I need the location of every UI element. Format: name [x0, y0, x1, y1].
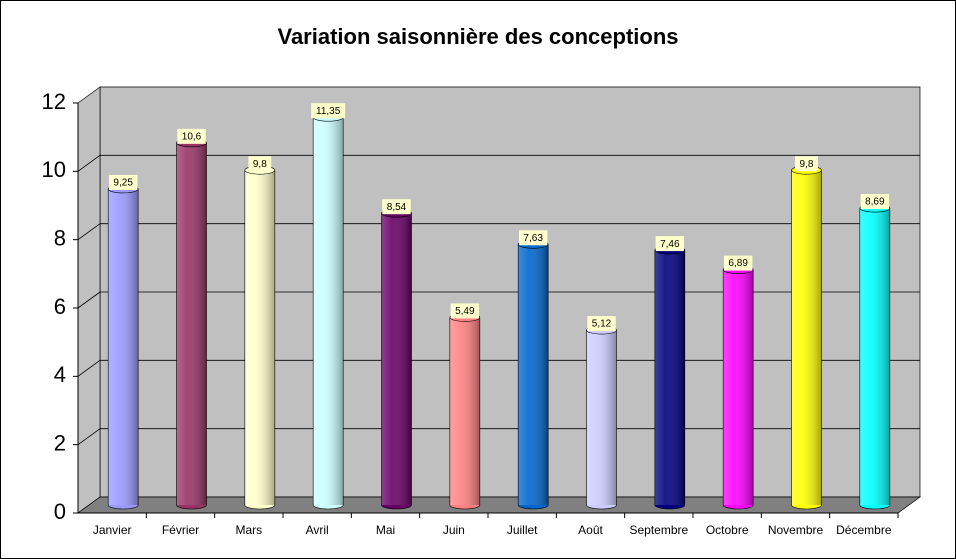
- data-label: 5,49: [455, 306, 475, 317]
- data-label: 9,8: [253, 159, 267, 170]
- y-tick-label: 4: [54, 362, 66, 387]
- grid-line: [77, 223, 101, 240]
- data-label-box: [382, 199, 411, 215]
- y-tick-label: 6: [54, 294, 66, 319]
- data-label: 9,8: [800, 159, 814, 170]
- bar-shade: [176, 142, 207, 506]
- data-label: 8,54: [387, 202, 407, 213]
- data-label-box: [655, 236, 685, 252]
- x-tick-label: Avril: [306, 523, 329, 537]
- data-label: 7,46: [660, 239, 680, 250]
- bar-shade: [654, 250, 685, 505]
- x-tick-label: Mai: [376, 523, 395, 537]
- y-tick-label: 2: [54, 430, 66, 455]
- plot: 0 2 4 6 8 10 12 Janvier 9,25 Février 10,6 Mars 9,8 Av…: [42, 89, 920, 537]
- y-tick-label: 10: [42, 157, 66, 182]
- data-label-box: [108, 174, 138, 190]
- data-label-box: [860, 194, 890, 210]
- bar-shade: [791, 170, 822, 505]
- grid-line: [77, 428, 101, 445]
- y-tick-label: 12: [42, 89, 66, 114]
- grid-line: [77, 360, 101, 377]
- data-label: 9,25: [113, 178, 133, 189]
- bar-shade: [108, 188, 139, 506]
- data-label-box: [795, 156, 818, 172]
- chart-title: Variation saisonnière des conceptions: [277, 24, 678, 49]
- data-label-box: [450, 303, 480, 319]
- x-tick-label: Octobre: [706, 523, 749, 537]
- data-label-box: [518, 230, 548, 246]
- bar-shade: [723, 269, 754, 505]
- x-tick-label: Février: [162, 523, 199, 537]
- bar-shade: [381, 213, 412, 505]
- y-tick-label: 8: [54, 225, 66, 250]
- bar-shade: [244, 170, 275, 505]
- data-label-box: [311, 103, 346, 119]
- data-label: 5,12: [592, 319, 612, 330]
- bar-shade: [449, 317, 480, 505]
- x-tick-label: Décembre: [836, 523, 892, 537]
- data-label: 7,63: [523, 233, 543, 244]
- data-label-box: [587, 316, 616, 332]
- grid-line: [77, 291, 101, 309]
- x-tick-label: Novembre: [768, 523, 824, 537]
- x-tick-label: Mars: [235, 523, 262, 537]
- bar-shade: [518, 244, 549, 505]
- data-label: 8,69: [865, 197, 885, 208]
- data-label: 10,6: [182, 131, 202, 142]
- bar-shade: [859, 208, 890, 505]
- data-label-box: [248, 156, 272, 172]
- x-tick-label: Juillet: [507, 523, 538, 537]
- grid-line: [77, 155, 101, 172]
- data-label: 6,89: [728, 258, 748, 269]
- x-tick-label: Août: [578, 523, 603, 537]
- data-label: 11,35: [316, 106, 341, 117]
- x-tick-label: Septembre: [629, 523, 688, 537]
- y-tick-label: 0: [54, 499, 66, 524]
- x-tick-label: Janvier: [93, 523, 132, 537]
- bar-shade: [313, 117, 344, 505]
- x-tick-label: Juin: [443, 523, 465, 537]
- bar-shade: [586, 330, 617, 505]
- data-label-box: [723, 255, 753, 271]
- data-label-box: [177, 128, 206, 144]
